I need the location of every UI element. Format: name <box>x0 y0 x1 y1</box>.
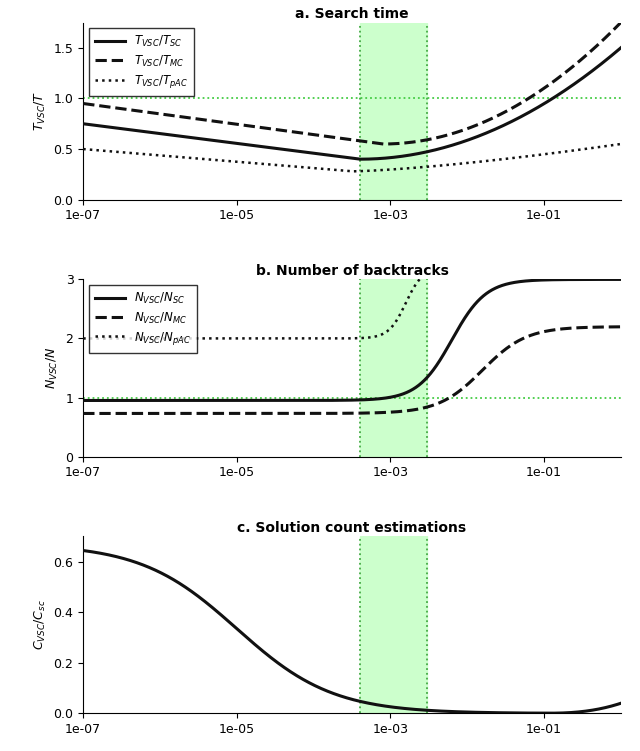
Title: c. Solution count estimations: c. Solution count estimations <box>237 521 467 535</box>
$N_{VSC}/N_{SC}$ <box>601 275 609 284</box>
Legend: $T_{VSC}/T_{SC}$, $T_{VSC}/T_{MC}$, $T_{VSC}/T_{pAC}$: $T_{VSC}/T_{SC}$, $T_{VSC}/T_{MC}$, $T_{… <box>89 29 194 95</box>
$N_{VSC}/N_{MC}$ <box>79 409 87 418</box>
$T_{VSC}/T_{MC}$ <box>340 134 348 143</box>
$T_{VSC}/T_{SC}$ <box>602 56 609 65</box>
$T_{VSC}/T_{SC}$ <box>503 119 511 128</box>
$T_{VSC}/T_{SC}$ <box>602 56 609 65</box>
$N_{VSC}/N_{SC}$ <box>326 396 334 405</box>
$N_{VSC}/N_{pAC}$ <box>601 263 609 272</box>
$N_{VSC}/N_{SC}$ <box>617 275 625 284</box>
$T_{VSC}/T_{pAC}$ <box>503 154 511 163</box>
$N_{VSC}/N_{pAC}$ <box>79 334 87 343</box>
Title: a. Search time: a. Search time <box>295 8 409 21</box>
Line: $T_{VSC}/T_{SC}$: $T_{VSC}/T_{SC}$ <box>83 48 621 159</box>
$T_{VSC}/T_{pAC}$ <box>79 144 87 153</box>
Y-axis label: $N_{VSC}/N$: $N_{VSC}/N$ <box>45 347 60 389</box>
$T_{VSC}/T_{MC}$ <box>326 132 334 141</box>
$T_{VSC}/T_{MC}$ <box>602 34 609 43</box>
$N_{VSC}/N_{MC}$ <box>602 322 609 331</box>
$N_{VSC}/N_{MC}$ <box>617 322 625 331</box>
$N_{VSC}/N_{pAC}$ <box>502 263 510 272</box>
$N_{VSC}/N_{SC}$ <box>340 396 348 405</box>
$T_{VSC}/T_{MC}$ <box>107 103 115 112</box>
$T_{VSC}/T_{SC}$ <box>356 155 364 164</box>
$N_{VSC}/N_{pAC}$ <box>326 334 334 343</box>
Y-axis label: $T_{VSC}/T$: $T_{VSC}/T$ <box>33 91 48 131</box>
$N_{VSC}/N_{pAC}$ <box>340 334 348 343</box>
$T_{VSC}/T_{SC}$ <box>326 151 334 160</box>
$N_{VSC}/N_{SC}$ <box>107 396 115 405</box>
$N_{VSC}/N_{MC}$ <box>107 409 115 418</box>
$N_{VSC}/N_{pAC}$ <box>107 334 115 343</box>
Line: $T_{VSC}/T_{pAC}$: $T_{VSC}/T_{pAC}$ <box>83 144 621 171</box>
Line: $N_{VSC}/N_{MC}$: $N_{VSC}/N_{MC}$ <box>83 327 621 414</box>
Title: b. Number of backtracks: b. Number of backtracks <box>255 264 449 278</box>
$T_{VSC}/T_{MC}$ <box>602 33 609 42</box>
$N_{VSC}/N_{MC}$ <box>502 344 510 353</box>
Bar <box>360 536 427 713</box>
Line: $N_{VSC}/N_{pAC}$: $N_{VSC}/N_{pAC}$ <box>83 267 621 339</box>
$T_{VSC}/T_{pAC}$ <box>602 142 609 151</box>
$T_{VSC}/T_{pAC}$ <box>107 147 115 156</box>
$T_{VSC}/T_{MC}$ <box>503 107 511 116</box>
$N_{VSC}/N_{SC}$ <box>502 279 510 288</box>
$N_{VSC}/N_{pAC}$ <box>617 263 625 272</box>
Line: $T_{VSC}/T_{MC}$: $T_{VSC}/T_{MC}$ <box>83 23 621 144</box>
Line: $N_{VSC}/N_{SC}$: $N_{VSC}/N_{SC}$ <box>83 279 621 400</box>
$T_{VSC}/T_{pAC}$ <box>602 142 609 151</box>
$N_{VSC}/N_{MC}$ <box>340 409 348 418</box>
$N_{VSC}/N_{pAC}$ <box>602 263 609 272</box>
$T_{VSC}/T_{SC}$ <box>79 119 87 128</box>
$T_{VSC}/T_{pAC}$ <box>348 167 356 176</box>
Legend: $N_{VSC}/N_{SC}$, $N_{VSC}/N_{MC}$, $N_{VSC}/N_{pAC}$: $N_{VSC}/N_{SC}$, $N_{VSC}/N_{MC}$, $N_{… <box>89 285 197 352</box>
$N_{VSC}/N_{MC}$ <box>326 409 334 418</box>
$T_{VSC}/T_{pAC}$ <box>326 165 334 174</box>
$N_{VSC}/N_{SC}$ <box>79 396 87 405</box>
$T_{VSC}/T_{SC}$ <box>107 122 115 131</box>
$T_{VSC}/T_{MC}$ <box>79 99 87 108</box>
Y-axis label: $C_{VSC}/C_{sc}$: $C_{VSC}/C_{sc}$ <box>33 599 48 650</box>
Bar <box>360 279 427 457</box>
$T_{VSC}/T_{SC}$ <box>340 152 348 161</box>
$T_{VSC}/T_{pAC}$ <box>340 166 348 175</box>
$T_{VSC}/T_{MC}$ <box>379 140 387 149</box>
$N_{VSC}/N_{SC}$ <box>602 275 609 284</box>
$T_{VSC}/T_{pAC}$ <box>617 140 625 149</box>
$T_{VSC}/T_{SC}$ <box>617 44 625 53</box>
Bar <box>360 23 427 200</box>
$T_{VSC}/T_{MC}$ <box>617 18 625 27</box>
$N_{VSC}/N_{MC}$ <box>601 322 609 331</box>
